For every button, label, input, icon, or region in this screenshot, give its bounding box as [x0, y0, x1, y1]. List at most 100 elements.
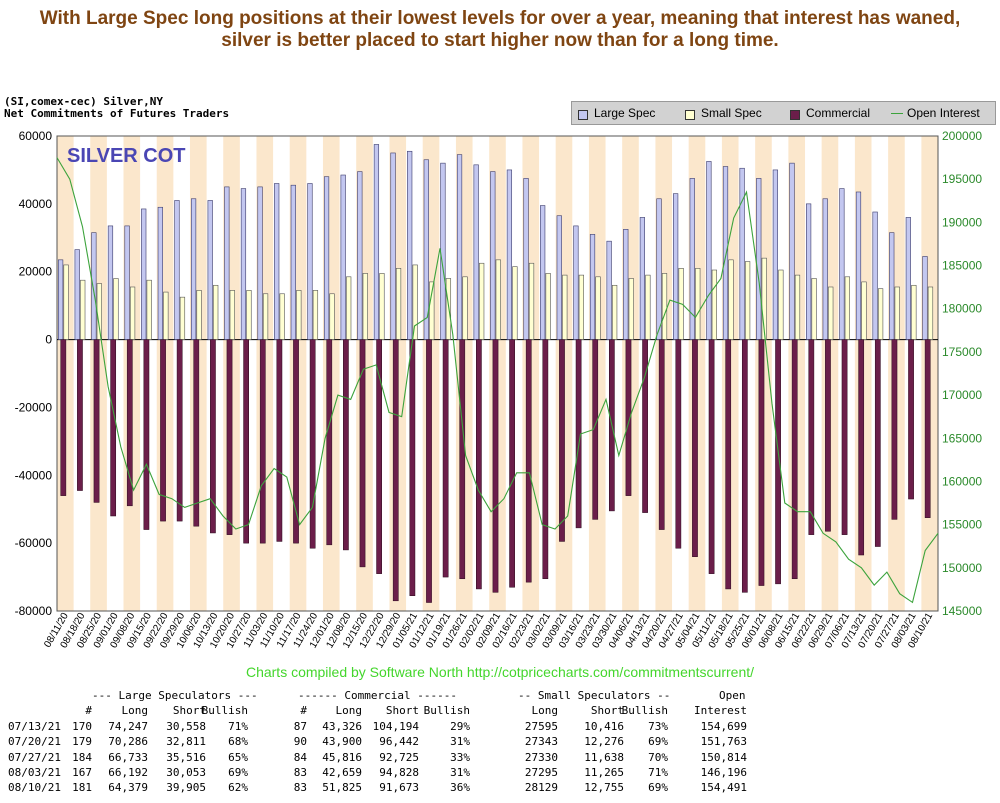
bar-large-spec: [523, 178, 529, 340]
bar-commercial: [775, 339, 781, 585]
y-left-tick-label: -80000: [15, 604, 53, 618]
bar-large-spec: [290, 184, 296, 340]
cell-cm-short: 96,442: [379, 735, 419, 749]
bar-small-spec: [512, 266, 518, 340]
col-header-open-interest: Interest: [694, 704, 747, 718]
cell-ls-count: 181: [72, 781, 92, 795]
bar-large-spec: [806, 203, 812, 340]
y-right-tick-label: 175000: [942, 345, 982, 359]
cell-cm-count: 83: [293, 781, 307, 795]
credits-line: Charts compiled by Software North http:/…: [245, 664, 755, 680]
bar-small-spec: [878, 288, 884, 340]
bar-large-spec: [157, 206, 163, 340]
bar-commercial: [226, 339, 233, 535]
cell-ls-short: 32,811: [166, 735, 206, 749]
cell-ss-long: 27295: [524, 765, 558, 779]
cell-cm-count: 87: [293, 719, 307, 733]
bar-small-spec: [479, 262, 485, 340]
legend-swatch-commercial: [790, 110, 800, 120]
bar-large-spec: [174, 200, 180, 340]
cell-cm-long: 42,659: [322, 765, 362, 779]
table-body: 07/13/21 170 74,247 30,558 71% 87 43,326 104,19…: [0, 719, 1000, 796]
bar-commercial: [625, 339, 632, 496]
cell-date: 08/03/21: [8, 765, 61, 779]
bar-large-spec: [789, 162, 795, 340]
line-open-interest: [56, 157, 939, 604]
cell-ss-bullish: 70%: [648, 750, 668, 764]
bar-large-spec: [274, 183, 280, 340]
cell-ls-bullish: 65%: [228, 750, 248, 764]
bar-commercial: [160, 339, 166, 522]
bar-small-spec: [179, 296, 186, 340]
cell-ls-long: 66,192: [108, 765, 148, 779]
bar-large-spec: [556, 215, 562, 340]
legend-swatch-large-spec: [578, 110, 588, 120]
bar-large-spec: [573, 225, 579, 340]
bar-large-spec: [124, 225, 130, 340]
bar-large-spec: [373, 144, 380, 340]
chart-subtitle: (SI,comex-cec) Silver,NY Net Commitments…: [4, 96, 229, 120]
y-right-tick-label: 190000: [942, 215, 982, 229]
watermark-label: SILVER COT: [67, 145, 186, 167]
cell-cm-bullish: 31%: [450, 765, 470, 779]
bar-large-spec: [756, 178, 762, 340]
bar-small-spec: [562, 274, 568, 340]
bar-small-spec: [612, 284, 618, 340]
bar-commercial: [791, 339, 798, 580]
cell-ls-bullish: 69%: [228, 765, 248, 779]
bar-small-spec: [844, 276, 850, 340]
cell-ss-long: 27330: [524, 750, 558, 764]
bar-small-spec: [495, 259, 501, 340]
cell-ss-long: 28129: [524, 781, 558, 795]
bar-large-spec: [490, 171, 496, 340]
bar-commercial: [93, 339, 100, 503]
bar-large-spec: [855, 191, 862, 340]
cell-ls-long: 66,733: [108, 750, 148, 764]
cell-ss-long: 27595: [524, 719, 558, 733]
bar-commercial: [126, 339, 133, 507]
col-header-ls-count: #: [85, 704, 92, 718]
col-header-cm-short: Short: [385, 704, 419, 718]
bar-commercial: [193, 339, 200, 527]
cell-date: 08/10/21: [8, 781, 61, 795]
bar-large-spec: [141, 208, 147, 340]
legend-label-large-spec: Large Spec: [594, 106, 656, 120]
bar-large-spec: [739, 167, 745, 340]
legend-line-open-interest: [891, 113, 903, 114]
cell-ss-bullish: 69%: [648, 781, 668, 795]
cell-ls-long: 70,286: [108, 735, 148, 749]
bar-commercial: [309, 339, 316, 549]
col-header-ls-short: Short: [172, 704, 206, 718]
y-left-tick-label: -20000: [15, 400, 53, 414]
cell-ss-short: 12,755: [584, 781, 624, 795]
bar-large-spec: [473, 164, 479, 340]
cell-date: 07/20/21: [8, 735, 61, 749]
bar-small-spec: [628, 278, 634, 340]
cell-ls-count: 167: [72, 765, 92, 779]
y-right-tick-label: 195000: [942, 172, 982, 186]
cell-ss-short: 10,416: [584, 719, 624, 733]
bar-commercial: [908, 339, 914, 500]
y-right-tick-label: 170000: [942, 388, 982, 402]
bar-large-spec: [589, 234, 596, 340]
cell-open-interest: 150,814: [700, 750, 747, 764]
col-header-ls-bullish: Bullish: [201, 704, 248, 718]
bar-commercial: [77, 339, 83, 491]
bar-commercial: [675, 339, 682, 549]
bar-small-spec: [213, 284, 219, 340]
bar-commercial: [110, 339, 117, 517]
bar-large-spec: [340, 174, 346, 340]
cell-cm-count: 83: [293, 765, 307, 779]
bar-small-spec: [645, 274, 651, 340]
table-column-header-row: # Long Short Bullish # Long Short Bullish Long Sh…: [0, 703, 1000, 718]
bar-small-spec: [695, 268, 701, 340]
bar-small-spec: [412, 264, 418, 340]
bar-commercial: [60, 339, 67, 496]
cell-ls-short: 30,053: [166, 765, 206, 779]
bar-commercial: [758, 339, 765, 586]
y-left-tick-label: 20000: [19, 265, 53, 279]
bar-large-spec: [905, 217, 911, 340]
table-row: 07/20/21 179 70,286 32,811 68% 90 43,900 96,442…: [0, 734, 1000, 749]
cell-ls-short: 35,516: [166, 750, 206, 764]
bar-commercial: [259, 339, 266, 544]
